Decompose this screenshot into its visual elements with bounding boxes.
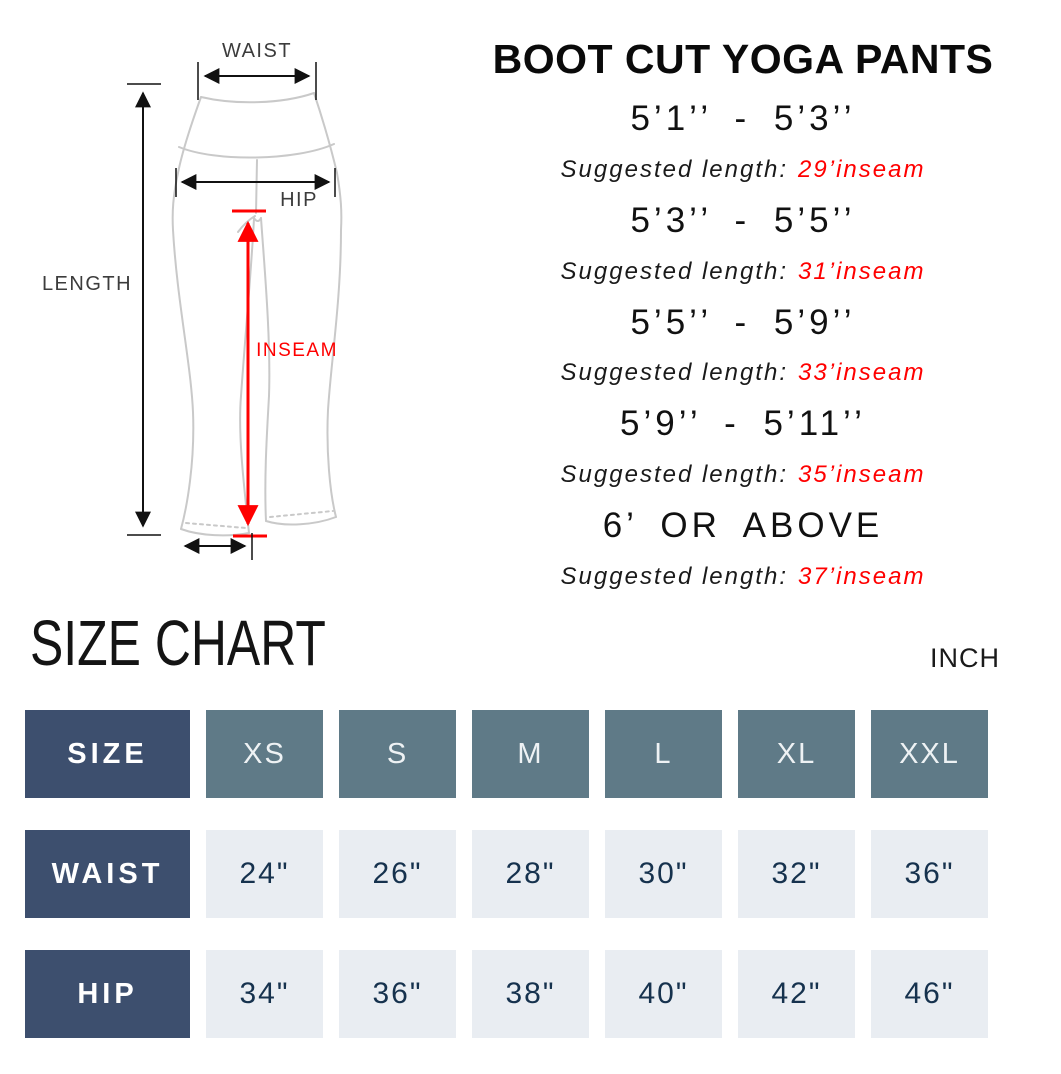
suggested-length: Suggested length: 33’inseam <box>561 358 926 388</box>
hip-value-xl: 42" <box>738 950 855 1038</box>
waist-arrow <box>197 62 317 100</box>
suggested-length-value: 31’inseam <box>798 257 926 285</box>
hip-row-label: HIP <box>25 950 190 1038</box>
suggested-length-value: 37’inseam <box>798 562 926 590</box>
hip-value-xxl: 46" <box>871 950 988 1038</box>
size-header-cell: SIZE <box>25 710 190 798</box>
suggested-length: Suggested length: 31’inseam <box>561 257 926 287</box>
waist-row-label: WAIST <box>25 830 190 918</box>
suggested-length-prefix: Suggested length: <box>560 461 789 489</box>
suggested-length-prefix: Suggested length: <box>560 359 789 387</box>
suggested-length-prefix: Suggested length: <box>560 562 789 590</box>
waist-row: WAIST 24" 26" 28" 30" 32" 36" <box>25 830 988 918</box>
suggested-length: Suggested length: 29’inseam <box>561 155 926 185</box>
pants-outline <box>171 92 343 537</box>
size-chart-table: SIZE XS S M L XL XXL WAIST 24" 26" 28" 3… <box>25 710 988 1038</box>
waist-value-xl: 32" <box>738 830 855 918</box>
height-range: 5’5’’ - 5’9’’ <box>630 302 856 342</box>
height-range: 5’1’’ - 5’3’’ <box>630 99 856 139</box>
suggested-length-value: 35’inseam <box>798 461 926 489</box>
waist-value-s: 26" <box>339 830 456 918</box>
hip-value-xs: 34" <box>206 950 323 1038</box>
suggested-length: Suggested length: 35’inseam <box>561 460 926 490</box>
inseam-label: INSEAM <box>256 340 338 361</box>
pants-measurement-diagram: WAIST HIP LENGTH INSEAM <box>42 40 343 560</box>
waist-value-xxl: 36" <box>871 830 988 918</box>
suggested-length: Suggested length: 37’inseam <box>561 562 926 592</box>
waist-value-xs: 24" <box>206 830 323 918</box>
length-label: LENGTH <box>42 273 132 295</box>
waist-label: WAIST <box>222 40 292 62</box>
suggested-length-value: 29’inseam <box>798 155 926 183</box>
hip-value-s: 36" <box>339 950 456 1038</box>
suggested-length-prefix: Suggested length: <box>560 257 789 285</box>
size-col-s: S <box>339 710 456 798</box>
hip-value-l: 40" <box>605 950 722 1038</box>
height-range: 6’ OR ABOVE <box>602 506 884 546</box>
length-arrow <box>127 83 161 536</box>
suggested-length-value: 33’inseam <box>798 359 926 387</box>
hem-width-arrow <box>183 533 253 560</box>
inseam-arrow <box>232 209 267 538</box>
size-col-m: M <box>472 710 589 798</box>
height-range: 5’9’’ - 5’11’’ <box>620 404 866 444</box>
hip-arrow <box>175 168 336 197</box>
size-col-xxl: XXL <box>871 710 988 798</box>
waist-value-l: 30" <box>605 830 722 918</box>
waist-value-m: 28" <box>472 830 589 918</box>
size-col-xs: XS <box>206 710 323 798</box>
unit-label: INCH <box>930 643 1000 673</box>
size-header-row: SIZE XS S M L XL XXL <box>25 710 988 798</box>
size-chart-title: SIZE CHART <box>30 607 326 679</box>
suggested-length-prefix: Suggested length: <box>560 155 789 183</box>
size-col-xl: XL <box>738 710 855 798</box>
product-title: BOOT CUT YOGA PANTS <box>492 36 994 82</box>
hip-row: HIP 34" 36" 38" 40" 42" 46" <box>25 950 988 1038</box>
height-range: 5’3’’ - 5’5’’ <box>630 200 856 240</box>
height-inseam-guide: BOOT CUT YOGA PANTS 5’1’’ - 5’3’’ Sugges… <box>440 36 1046 592</box>
hip-value-m: 38" <box>472 950 589 1038</box>
size-col-l: L <box>605 710 722 798</box>
hip-label: HIP <box>280 189 318 211</box>
